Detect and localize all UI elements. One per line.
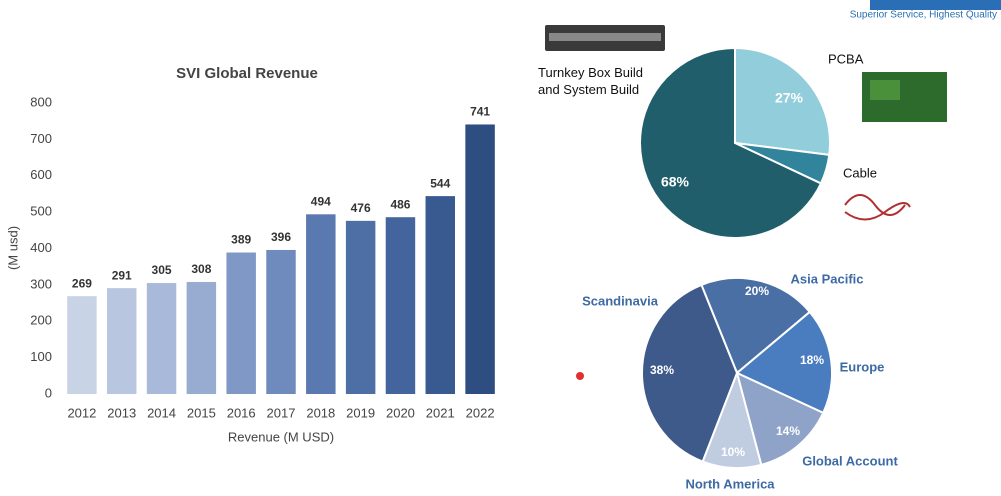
bar	[226, 252, 256, 394]
bar	[385, 217, 416, 394]
cursor-dot	[576, 372, 584, 380]
data-label: 544	[430, 176, 450, 190]
cable-image	[844, 194, 911, 221]
x-tick-label: 2020	[386, 405, 415, 420]
tagline: Superior Service, Highest Quality	[850, 10, 997, 21]
pie-value-label: 10%	[721, 445, 745, 459]
pie-value-label: 68%	[661, 174, 690, 190]
x-tick-label: 2019	[346, 405, 375, 420]
pie-label: Turnkey Box Build and System Build	[538, 65, 644, 97]
bar	[345, 220, 376, 394]
pie-slice	[734, 46, 831, 157]
y-tick-label: 200	[30, 313, 52, 328]
x-tick-label: 2016	[227, 405, 256, 420]
y-tick-label: 400	[30, 240, 52, 255]
data-label: 476	[351, 201, 371, 215]
bar	[425, 196, 456, 394]
y-tick-label: 100	[30, 349, 52, 364]
chart-title: SVI Global Revenue	[176, 65, 318, 82]
bar	[106, 288, 137, 394]
pie-value-label: 27%	[775, 90, 804, 106]
product-image	[549, 33, 661, 41]
y-tick-label: 0	[45, 385, 52, 400]
data-label: 308	[191, 262, 211, 276]
x-tick-label: 2021	[426, 405, 455, 420]
bar	[266, 249, 296, 394]
data-label: 396	[271, 230, 291, 244]
bar	[306, 214, 336, 394]
y-tick-label: 500	[30, 204, 52, 219]
data-label: 389	[231, 233, 251, 247]
y-axis-label: (M usd)	[5, 226, 20, 270]
data-label: 305	[152, 263, 172, 277]
pie-slice	[735, 310, 833, 415]
data-label: 291	[112, 268, 132, 282]
pie-value-label: 14%	[776, 424, 800, 438]
data-label: 269	[72, 276, 92, 290]
logo	[870, 0, 1001, 10]
pie-label: Asia Pacific	[791, 271, 864, 286]
x-tick-label: 2017	[267, 405, 296, 420]
x-tick-label: 2013	[107, 405, 136, 420]
pie-label: Europe	[840, 359, 885, 374]
bar	[465, 124, 495, 395]
x-axis-label: Revenue (M USD)	[228, 429, 334, 444]
pie-label: North America	[685, 476, 775, 491]
y-tick-label: 300	[30, 276, 52, 291]
pie-value-label: 18%	[800, 353, 824, 367]
bar	[146, 283, 177, 394]
x-tick-label: 2018	[306, 405, 335, 420]
pie-slice	[641, 283, 739, 463]
data-label: 486	[390, 197, 410, 211]
y-tick-label: 800	[30, 94, 52, 109]
pie-slice	[639, 46, 823, 239]
pie-value-label: 38%	[650, 363, 674, 377]
pie-value-label: 20%	[745, 284, 769, 298]
bar	[186, 281, 217, 394]
pcba-image	[870, 80, 900, 100]
pie-label: PCBA	[828, 51, 864, 66]
y-tick-label: 600	[30, 167, 52, 182]
bar	[67, 296, 97, 394]
data-label: 741	[470, 105, 490, 119]
x-tick-label: 2022	[466, 405, 495, 420]
pie-label: Scandinavia	[582, 293, 659, 308]
x-tick-label: 2014	[147, 405, 176, 420]
x-tick-label: 2012	[67, 405, 96, 420]
pie-slice	[735, 371, 825, 467]
pie-label: Cable	[843, 165, 877, 180]
x-tick-label: 2015	[187, 405, 216, 420]
data-label: 494	[311, 194, 331, 208]
pie-slice	[700, 277, 812, 375]
y-tick-label: 700	[30, 131, 52, 146]
pie-label: Global Account	[802, 453, 898, 468]
